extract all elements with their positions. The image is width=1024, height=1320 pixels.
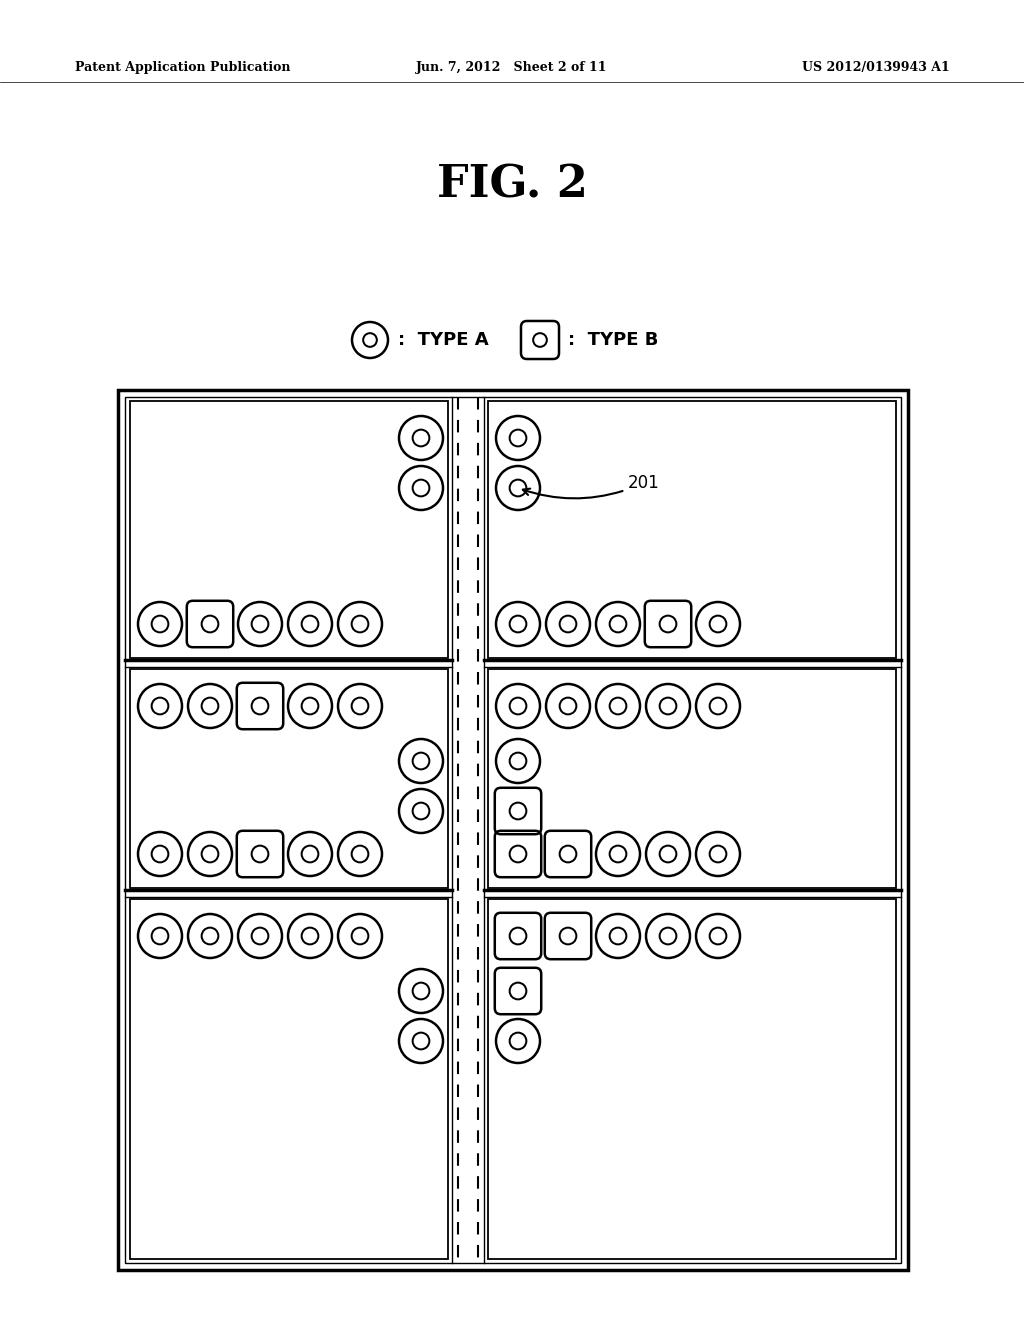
Bar bbox=[130, 669, 449, 888]
Text: Patent Application Publication: Patent Application Publication bbox=[75, 62, 291, 74]
Bar bbox=[118, 389, 908, 1270]
Text: Jun. 7, 2012   Sheet 2 of 11: Jun. 7, 2012 Sheet 2 of 11 bbox=[416, 62, 608, 74]
Text: :  TYPE A: : TYPE A bbox=[398, 331, 488, 348]
Text: FIG. 2: FIG. 2 bbox=[436, 164, 588, 206]
Bar bbox=[488, 899, 896, 1259]
Text: :  TYPE B: : TYPE B bbox=[568, 331, 658, 348]
Bar bbox=[488, 401, 896, 657]
Text: 201: 201 bbox=[523, 474, 659, 499]
Text: US 2012/0139943 A1: US 2012/0139943 A1 bbox=[802, 62, 950, 74]
Bar bbox=[130, 899, 449, 1259]
Bar bbox=[488, 669, 896, 888]
Bar bbox=[125, 397, 901, 1263]
Bar bbox=[130, 401, 449, 657]
